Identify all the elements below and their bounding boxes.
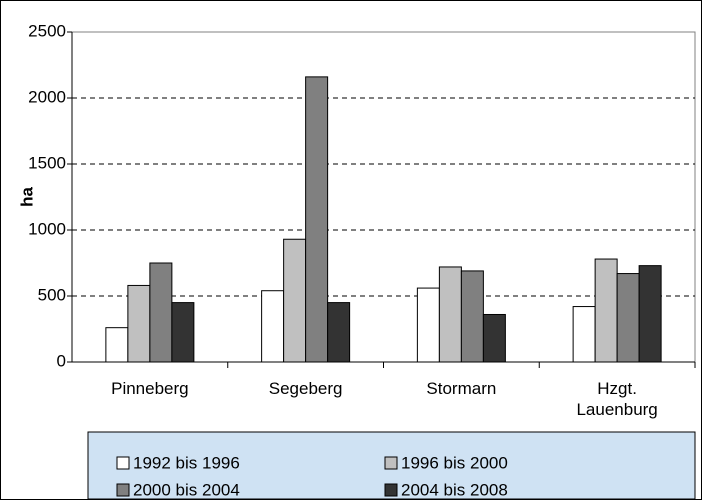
bar	[305, 76, 329, 363]
bar	[149, 262, 173, 363]
legend-label: 1996 bis 2000	[401, 453, 508, 472]
bar	[171, 302, 195, 363]
bar	[105, 327, 129, 363]
bar	[638, 265, 662, 363]
bar	[416, 287, 440, 363]
bar	[283, 238, 307, 363]
bar	[572, 306, 596, 363]
legend-swatch	[384, 483, 398, 497]
legend-label: 2000 bis 2004	[133, 480, 240, 499]
x-tick-label: Stormarn	[426, 379, 497, 398]
x-tick-label: Hzgt. Lauenburg	[576, 379, 658, 419]
y-tick-label: 0	[57, 351, 66, 370]
bar	[482, 313, 506, 363]
y-tick-label: 2500	[28, 21, 66, 40]
y-axis-label: ha	[17, 187, 36, 207]
legend-swatch	[384, 456, 398, 470]
legend-label: 2004 bis 2008	[401, 480, 508, 499]
bar	[438, 266, 462, 363]
bar	[127, 284, 151, 363]
y-tick-label: 2000	[28, 87, 66, 106]
x-tick-label: Pinneberg	[111, 379, 189, 398]
legend-swatch	[116, 456, 130, 470]
y-tick-label: 500	[38, 285, 66, 304]
x-tick-label: Segeberg	[268, 379, 343, 398]
bar	[616, 273, 640, 363]
bar	[594, 258, 618, 363]
legend-label: 1992 bis 1996	[133, 453, 240, 472]
bar	[460, 270, 484, 363]
bar	[327, 302, 351, 363]
bar	[261, 290, 285, 363]
y-tick-label: 1000	[28, 219, 66, 238]
y-tick-label: 1500	[28, 153, 66, 172]
legend-swatch	[116, 483, 130, 497]
